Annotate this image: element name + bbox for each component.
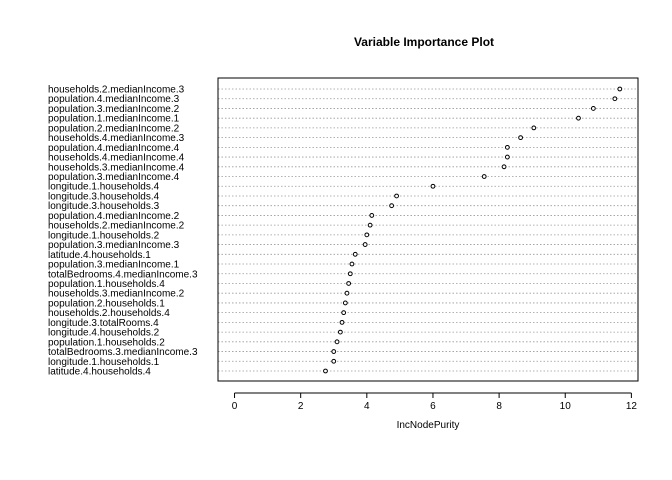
x-tick-label: 2	[298, 401, 304, 412]
data-point	[364, 232, 370, 238]
data-point	[504, 154, 510, 160]
data-point	[352, 251, 358, 257]
category-label: population.2.medianIncome.2	[48, 123, 180, 134]
category-label: households.3.medianIncome.4	[48, 162, 185, 173]
x-tick-label: 10	[560, 401, 572, 412]
x-tick-label: 0	[232, 401, 238, 412]
category-label: households.2.medianIncome.3	[48, 85, 185, 96]
category-label: households.3.medianIncome.2	[48, 289, 185, 300]
x-tick-label: 6	[430, 401, 436, 412]
category-label: longitude.3.totalRooms.4	[48, 318, 159, 329]
data-point	[481, 174, 487, 179]
category-label: population.1.households.2	[48, 337, 165, 348]
data-point	[504, 144, 510, 150]
data-point	[362, 242, 368, 247]
grid-layer	[218, 88, 638, 372]
data-point	[430, 183, 436, 189]
data-point	[389, 203, 395, 209]
data-point	[339, 319, 345, 325]
category-label: longitude.1.households.1	[48, 357, 160, 368]
category-label: population.1.medianIncome.1	[48, 114, 180, 125]
data-point	[369, 213, 375, 218]
category-label: households.4.medianIncome.3	[48, 133, 185, 144]
category-label: longitude.1.households.2	[48, 230, 160, 241]
category-label: population.3.medianIncome.2	[48, 104, 180, 115]
plot-frame	[217, 77, 639, 382]
data-point	[531, 125, 537, 131]
category-label: population.4.medianIncome.2	[48, 211, 180, 222]
category-label: latitude.4.households.1	[48, 250, 151, 261]
category-label: households.4.medianIncome.4	[48, 153, 185, 164]
category-label: population.4.medianIncome.4	[48, 143, 180, 154]
data-point	[342, 300, 348, 306]
category-label: longitude.4.households.2	[48, 328, 160, 339]
data-point	[617, 86, 623, 92]
data-point	[331, 358, 337, 364]
category-label: population.3.medianIncome.4	[48, 172, 180, 183]
x-axis: 0 2 4 6 8 10 12	[232, 392, 638, 412]
data-point	[346, 281, 352, 286]
data-point	[576, 115, 581, 121]
x-tick-label: 12	[626, 401, 638, 412]
data-point	[501, 164, 507, 170]
data-point	[518, 135, 523, 141]
data-point	[341, 310, 347, 316]
x-axis-label: IncNodePurity	[397, 420, 460, 431]
data-point	[394, 193, 399, 199]
category-label: population.4.medianIncome.3	[48, 94, 180, 105]
y-axis-labels: households.2.medianIncome.3population.4.…	[48, 85, 198, 378]
x-tick-label: 4	[364, 401, 370, 412]
data-point	[612, 96, 618, 102]
data-point	[349, 261, 355, 267]
category-label: population.3.medianIncome.1	[48, 260, 180, 271]
data-point	[344, 290, 350, 296]
category-label: population.2.households.1	[48, 298, 165, 309]
category-label: households.2.households.4	[48, 308, 170, 319]
category-label: totalBedrooms.4.medianIncome.3	[48, 269, 198, 280]
data-point	[334, 339, 340, 345]
category-label: longitude.1.households.4	[48, 182, 160, 193]
data-point	[331, 349, 337, 354]
data-point	[367, 222, 373, 228]
category-label: latitude.4.households.4	[48, 367, 151, 378]
x-tick-label: 8	[496, 401, 502, 412]
data-point	[337, 329, 343, 335]
category-label: population.1.households.4	[48, 279, 165, 290]
category-label: totalBedrooms.3.medianIncome.3	[48, 347, 198, 358]
category-label: longitude.3.households.3	[48, 201, 160, 212]
data-point	[347, 271, 353, 277]
data-points	[323, 86, 623, 374]
category-label: longitude.3.households.4	[48, 191, 160, 202]
data-point	[323, 368, 328, 374]
data-point	[590, 106, 596, 111]
category-label: population.3.medianIncome.3	[48, 240, 180, 251]
chart-title: Variable Importance Plot	[354, 35, 494, 49]
category-label: households.2.medianIncome.2	[48, 221, 185, 232]
